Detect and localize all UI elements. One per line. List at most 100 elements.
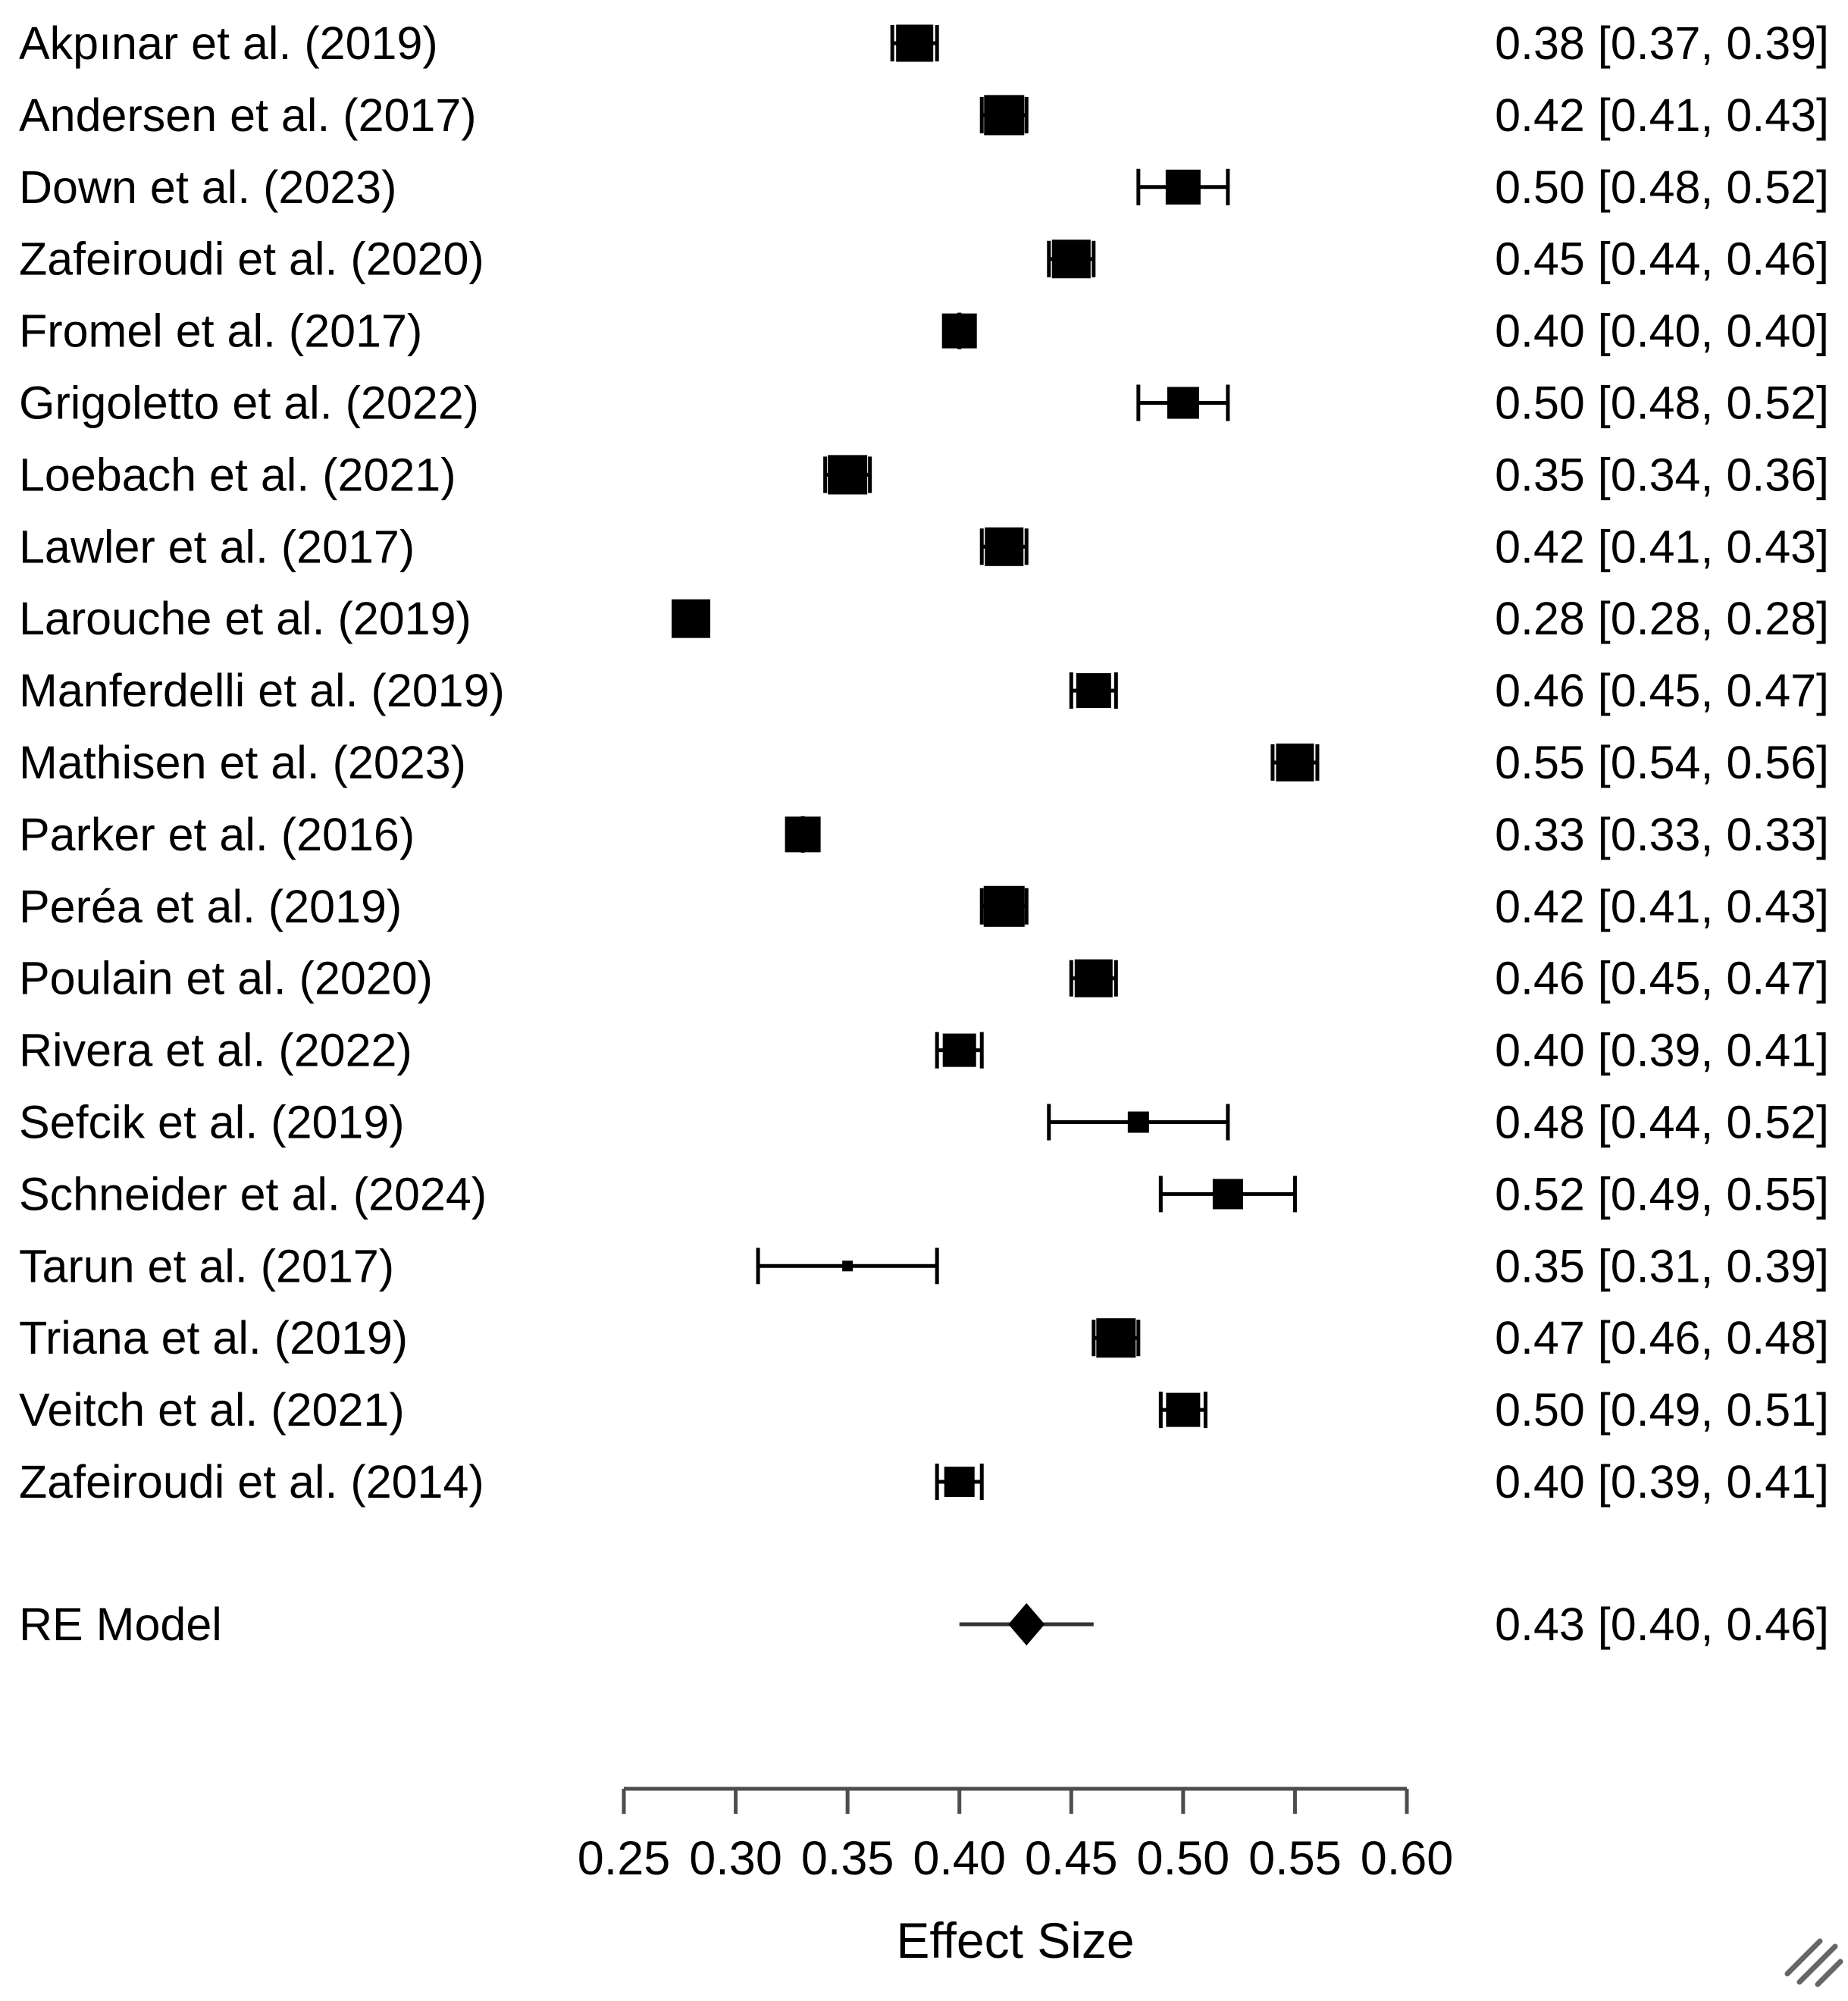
study-row: Sefcik et al. (2019) 0.48 [0.44, 0.52] <box>19 1097 1829 1148</box>
effect-square <box>941 313 977 349</box>
estimate-annotation: 0.28 [0.28, 0.28] <box>1495 593 1829 644</box>
study-row: Akpınar et al. (2019) 0.38 [0.37, 0.39] <box>19 17 1829 69</box>
hatch-line <box>1784 1938 1823 1977</box>
estimate-annotation: 0.40 [0.40, 0.40] <box>1495 305 1829 357</box>
estimate-annotation: 0.40 [0.39, 0.41] <box>1495 1456 1829 1508</box>
study-row: Andersen et al. (2017) 0.42 [0.41, 0.43] <box>19 89 1829 141</box>
study-label: Parker et al. (2016) <box>19 809 415 860</box>
study-label: Tarun et al. (2017) <box>19 1240 394 1292</box>
effect-square <box>1167 387 1199 419</box>
hatch-line <box>1815 1959 1843 1987</box>
study-label: Sefcik et al. (2019) <box>19 1097 405 1148</box>
effect-square <box>942 1033 976 1067</box>
effect-square <box>1212 1179 1243 1210</box>
study-row: Zafeiroudi et al. (2014) 0.40 [0.39, 0.41… <box>19 1456 1829 1508</box>
effect-square <box>985 527 1024 566</box>
study-row: Veitch et al. (2021) 0.50 [0.49, 0.51] <box>19 1384 1829 1436</box>
study-label: Zafeiroudi et al. (2014) <box>19 1456 484 1508</box>
study-row: Lawler et al. (2017) 0.42 [0.41, 0.43] <box>19 521 1829 572</box>
estimate-annotation: 0.40 [0.39, 0.41] <box>1495 1025 1829 1076</box>
study-row: Peréa et al. (2019) 0.42 [0.41, 0.43] <box>19 881 1829 932</box>
study-label: Peréa et al. (2019) <box>19 881 402 932</box>
x-axis-tick-label: 0.25 <box>578 1832 671 1885</box>
estimate-annotation: 0.35 [0.34, 0.36] <box>1495 449 1829 500</box>
x-axis: 0.25 0.30 0.35 0.40 0.45 0.50 0.55 0.60 Effect S… <box>578 1786 1454 1968</box>
effect-square <box>785 816 821 853</box>
effect-square <box>828 455 868 495</box>
estimate-annotation: 0.33 [0.33, 0.33] <box>1495 809 1829 860</box>
estimate-annotation: 0.42 [0.41, 0.43] <box>1495 89 1829 141</box>
estimate-annotation: 0.42 [0.41, 0.43] <box>1495 521 1829 572</box>
x-axis-tick-label: 0.55 <box>1248 1832 1342 1885</box>
estimate-annotation: 0.50 [0.48, 0.52] <box>1495 377 1829 429</box>
effect-square <box>1096 1318 1136 1358</box>
hatch-line <box>1796 1943 1838 1985</box>
study-label: Loebach et al. (2021) <box>19 449 456 500</box>
effect-square <box>842 1260 854 1272</box>
study-label: Zafeiroudi et al. (2020) <box>19 233 484 285</box>
x-axis-tick-label: 0.30 <box>689 1832 782 1885</box>
study-label: Rivera et al. (2022) <box>19 1025 412 1076</box>
effect-square <box>983 885 1025 927</box>
study-row: Loebach et al. (2021) 0.35 [0.34, 0.36] <box>19 449 1829 500</box>
effect-square <box>1127 1111 1149 1133</box>
study-label: Andersen et al. (2017) <box>19 89 477 141</box>
study-label: Down et al. (2023) <box>19 161 396 213</box>
study-row: Schneider et al. (2024) 0.52 [0.49, 0.55] <box>19 1168 1829 1220</box>
x-axis-title: Effect Size <box>896 1912 1134 1968</box>
study-row: Manferdelli et al. (2019) 0.46 [0.45, 0.4… <box>19 665 1829 716</box>
effect-square <box>1051 240 1091 279</box>
study-label: Veitch et al. (2021) <box>19 1384 405 1436</box>
study-label: Triana et al. (2019) <box>19 1312 408 1364</box>
study-row: Parker et al. (2016) 0.33 [0.33, 0.33] <box>19 809 1829 860</box>
study-row: Zafeiroudi et al. (2020) 0.45 [0.44, 0.46… <box>19 233 1829 285</box>
effect-square <box>1074 959 1113 997</box>
effect-square <box>896 24 934 62</box>
estimate-annotation: 0.50 [0.48, 0.52] <box>1495 161 1829 213</box>
study-label: Akpınar et al. (2019) <box>19 17 438 69</box>
study-row: Triana et al. (2019) 0.47 [0.46, 0.48] <box>19 1312 1829 1364</box>
study-label: Fromel et al. (2017) <box>19 305 422 357</box>
effect-square <box>1276 744 1314 781</box>
study-row: Grigoletto et al. (2022) 0.50 [0.48, 0.52… <box>19 377 1829 429</box>
effect-square <box>944 1467 975 1497</box>
x-axis-tick-label: 0.60 <box>1361 1832 1454 1885</box>
study-row: Tarun et al. (2017) 0.35 [0.31, 0.39] <box>19 1240 1829 1292</box>
study-row: Poulain et al. (2020) 0.46 [0.45, 0.47] <box>19 953 1829 1004</box>
summary-label: RE Model <box>19 1599 222 1650</box>
summary-row: RE Model 0.43 [0.40, 0.46] <box>19 1599 1829 1650</box>
effect-square <box>1076 673 1111 709</box>
x-axis-tick-label: 0.50 <box>1137 1832 1230 1885</box>
estimate-annotation: 0.55 [0.54, 0.56] <box>1495 737 1829 788</box>
study-label: Schneider et al. (2024) <box>19 1168 487 1220</box>
study-label: Mathisen et al. (2023) <box>19 737 466 788</box>
estimate-annotation: 0.35 [0.31, 0.39] <box>1495 1240 1829 1292</box>
estimate-annotation: 0.38 [0.37, 0.39] <box>1495 17 1829 69</box>
study-label: Poulain et al. (2020) <box>19 953 433 1004</box>
study-label: Manferdelli et al. (2019) <box>19 665 505 716</box>
effect-square <box>1166 1392 1201 1427</box>
estimate-annotation: 0.47 [0.46, 0.48] <box>1495 1312 1829 1364</box>
estimate-annotation: 0.48 [0.44, 0.52] <box>1495 1097 1829 1148</box>
estimate-annotation: 0.50 [0.49, 0.51] <box>1495 1384 1829 1436</box>
study-row: Fromel et al. (2017) 0.40 [0.40, 0.40] <box>19 305 1829 357</box>
study-label: Lawler et al. (2017) <box>19 521 415 572</box>
study-row: Down et al. (2023) 0.50 [0.48, 0.52] <box>19 161 1829 213</box>
x-axis-tick-label: 0.35 <box>801 1832 894 1885</box>
estimate-annotation: 0.45 [0.44, 0.46] <box>1495 233 1829 285</box>
estimate-annotation: 0.46 [0.45, 0.47] <box>1495 665 1829 716</box>
study-row: Larouche et al. (2019) 0.28 [0.28, 0.28] <box>19 593 1829 644</box>
effect-square <box>1165 169 1201 205</box>
study-row: Rivera et al. (2022) 0.40 [0.39, 0.41] <box>19 1025 1829 1076</box>
study-label: Grigoletto et al. (2022) <box>19 377 479 429</box>
study-label: Larouche et al. (2019) <box>19 593 471 644</box>
summary-annotation: 0.43 [0.40, 0.46] <box>1495 1599 1829 1650</box>
study-row: Mathisen et al. (2023) 0.55 [0.54, 0.56] <box>19 737 1829 788</box>
estimate-annotation: 0.46 [0.45, 0.47] <box>1495 953 1829 1004</box>
estimate-annotation: 0.42 [0.41, 0.43] <box>1495 881 1829 932</box>
x-axis-tick-label: 0.45 <box>1025 1832 1118 1885</box>
effect-square <box>672 599 711 638</box>
